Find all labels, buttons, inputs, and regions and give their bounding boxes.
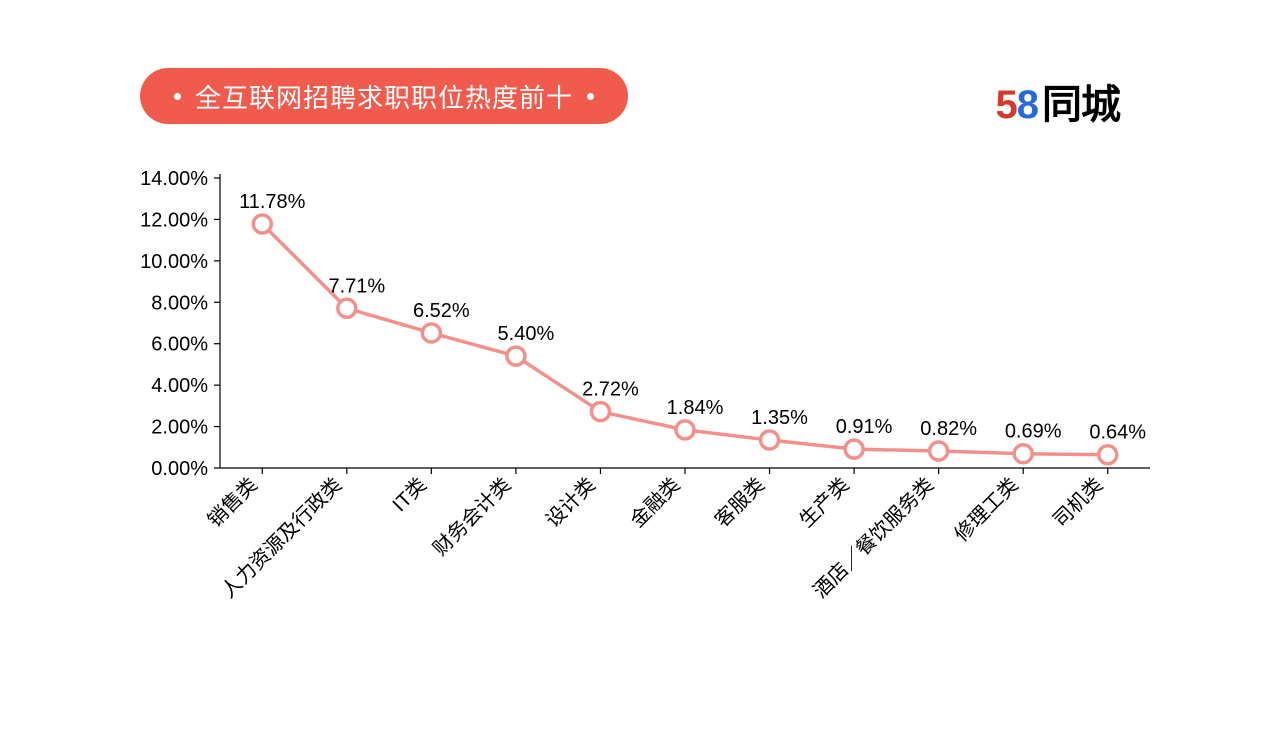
data-marker xyxy=(422,324,440,342)
x-tick-label: 金融类 xyxy=(626,473,685,532)
x-tick-label: 销售类 xyxy=(203,473,262,532)
data-marker xyxy=(1099,446,1117,464)
x-tick-label: 修理工类 xyxy=(950,473,1023,546)
title-text: 全互联网招聘求职职位热度前十 xyxy=(195,78,573,115)
y-tick-label: 12.00% xyxy=(140,209,208,231)
data-marker xyxy=(338,299,356,317)
data-marker xyxy=(591,403,609,421)
x-tick-label: 客服类 xyxy=(710,473,769,532)
chart-svg: 0.00% 2.00% 4.00% 6.00% 8.00% 10.00% 12.00% 14.… xyxy=(120,168,1160,668)
logo-digit-5: 5 xyxy=(996,83,1017,128)
data-marker xyxy=(1014,445,1032,463)
data-marker xyxy=(761,431,779,449)
data-marker xyxy=(930,442,948,460)
data-marker xyxy=(676,421,694,439)
y-tick-label: 8.00% xyxy=(151,292,208,314)
title-dot-left xyxy=(174,93,181,100)
data-label: 5.40% xyxy=(498,323,555,345)
data-label: 2.72% xyxy=(582,379,639,401)
data-label: 6.52% xyxy=(413,300,470,322)
y-tick-label: 2.00% xyxy=(151,417,208,439)
data-label: 7.71% xyxy=(328,275,385,297)
logo-text-cn: 同城 xyxy=(1042,72,1120,130)
y-tick-label: 10.00% xyxy=(140,251,208,273)
data-marker xyxy=(845,440,863,458)
data-marker xyxy=(507,347,525,365)
data-label: 0.82% xyxy=(920,418,977,440)
y-tick-label: 6.00% xyxy=(151,334,208,356)
header: 全互联网招聘求职职位热度前十 5 8 同城 xyxy=(0,68,1270,136)
x-tick-label: 财务会计类 xyxy=(428,473,515,560)
x-tick-label: IT类 xyxy=(388,473,431,516)
data-label: 1.35% xyxy=(751,407,808,429)
title-dot-right xyxy=(587,93,594,100)
data-label: 0.64% xyxy=(1089,422,1146,444)
data-label: 1.84% xyxy=(667,397,724,419)
logo-digit-8: 8 xyxy=(1017,83,1038,128)
x-tick-label: 司机类 xyxy=(1049,473,1108,532)
x-tick-label: 生产类 xyxy=(795,473,854,532)
y-tick-label: 14.00% xyxy=(140,168,208,190)
y-tick-label: 4.00% xyxy=(151,375,208,397)
x-tick-label: 设计类 xyxy=(541,473,600,532)
data-label: 11.78% xyxy=(239,191,306,213)
data-marker xyxy=(253,215,271,233)
line-chart: 0.00% 2.00% 4.00% 6.00% 8.00% 10.00% 12.00% 14.… xyxy=(120,168,1160,668)
logo-58tongcheng: 5 8 同城 xyxy=(996,72,1121,130)
title-pill: 全互联网招聘求职职位热度前十 xyxy=(140,68,628,124)
y-tick-label: 0.00% xyxy=(151,458,208,480)
data-label: 0.69% xyxy=(1005,421,1062,443)
data-label: 0.91% xyxy=(836,416,893,438)
